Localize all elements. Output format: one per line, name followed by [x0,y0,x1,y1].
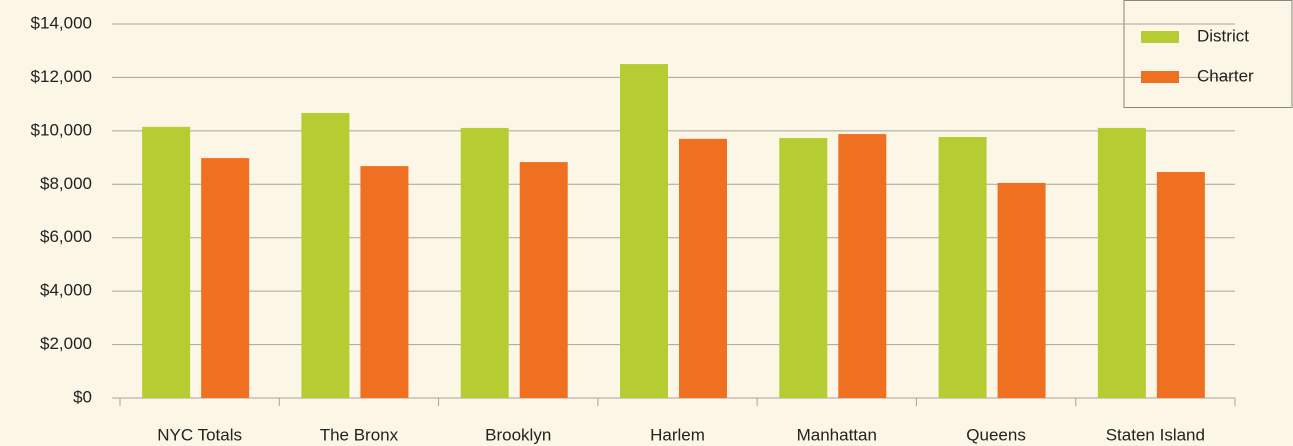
bar [519,162,568,398]
legend-box [1123,0,1293,108]
bar [1097,127,1146,398]
bar [997,182,1046,398]
bar [360,166,409,398]
y-tick-label: $2,000 [40,334,92,353]
y-tick-label: $4,000 [40,281,92,300]
bar [779,138,828,398]
y-tick-label: $10,000 [31,120,92,139]
y-tick-label: $12,000 [31,67,92,86]
bar [938,137,987,398]
y-tick-label: $6,000 [40,227,92,246]
legend-label: Charter [1197,66,1254,85]
x-tick-label: Manhattan [797,425,877,444]
y-tick-label: $8,000 [40,174,92,193]
y-tick-label: $0 [73,387,92,406]
bar [142,126,191,398]
bar [838,134,887,398]
x-tick-label: The Bronx [320,425,399,444]
y-tick-label: $14,000 [31,13,92,32]
bar [679,138,727,398]
legend-label: District [1197,26,1249,45]
bar [460,127,509,398]
x-tick-label: Queens [966,425,1026,444]
x-tick-label: Harlem [650,425,705,444]
legend-swatch [1141,31,1179,43]
bar [201,158,250,398]
bar [620,64,668,399]
x-tick-label: Staten Island [1106,425,1205,444]
legend-swatch [1141,71,1179,83]
x-tick-label: Brooklyn [485,425,551,444]
bar [301,112,350,399]
bar [1156,171,1205,398]
x-tick-label: NYC Totals [157,425,242,444]
